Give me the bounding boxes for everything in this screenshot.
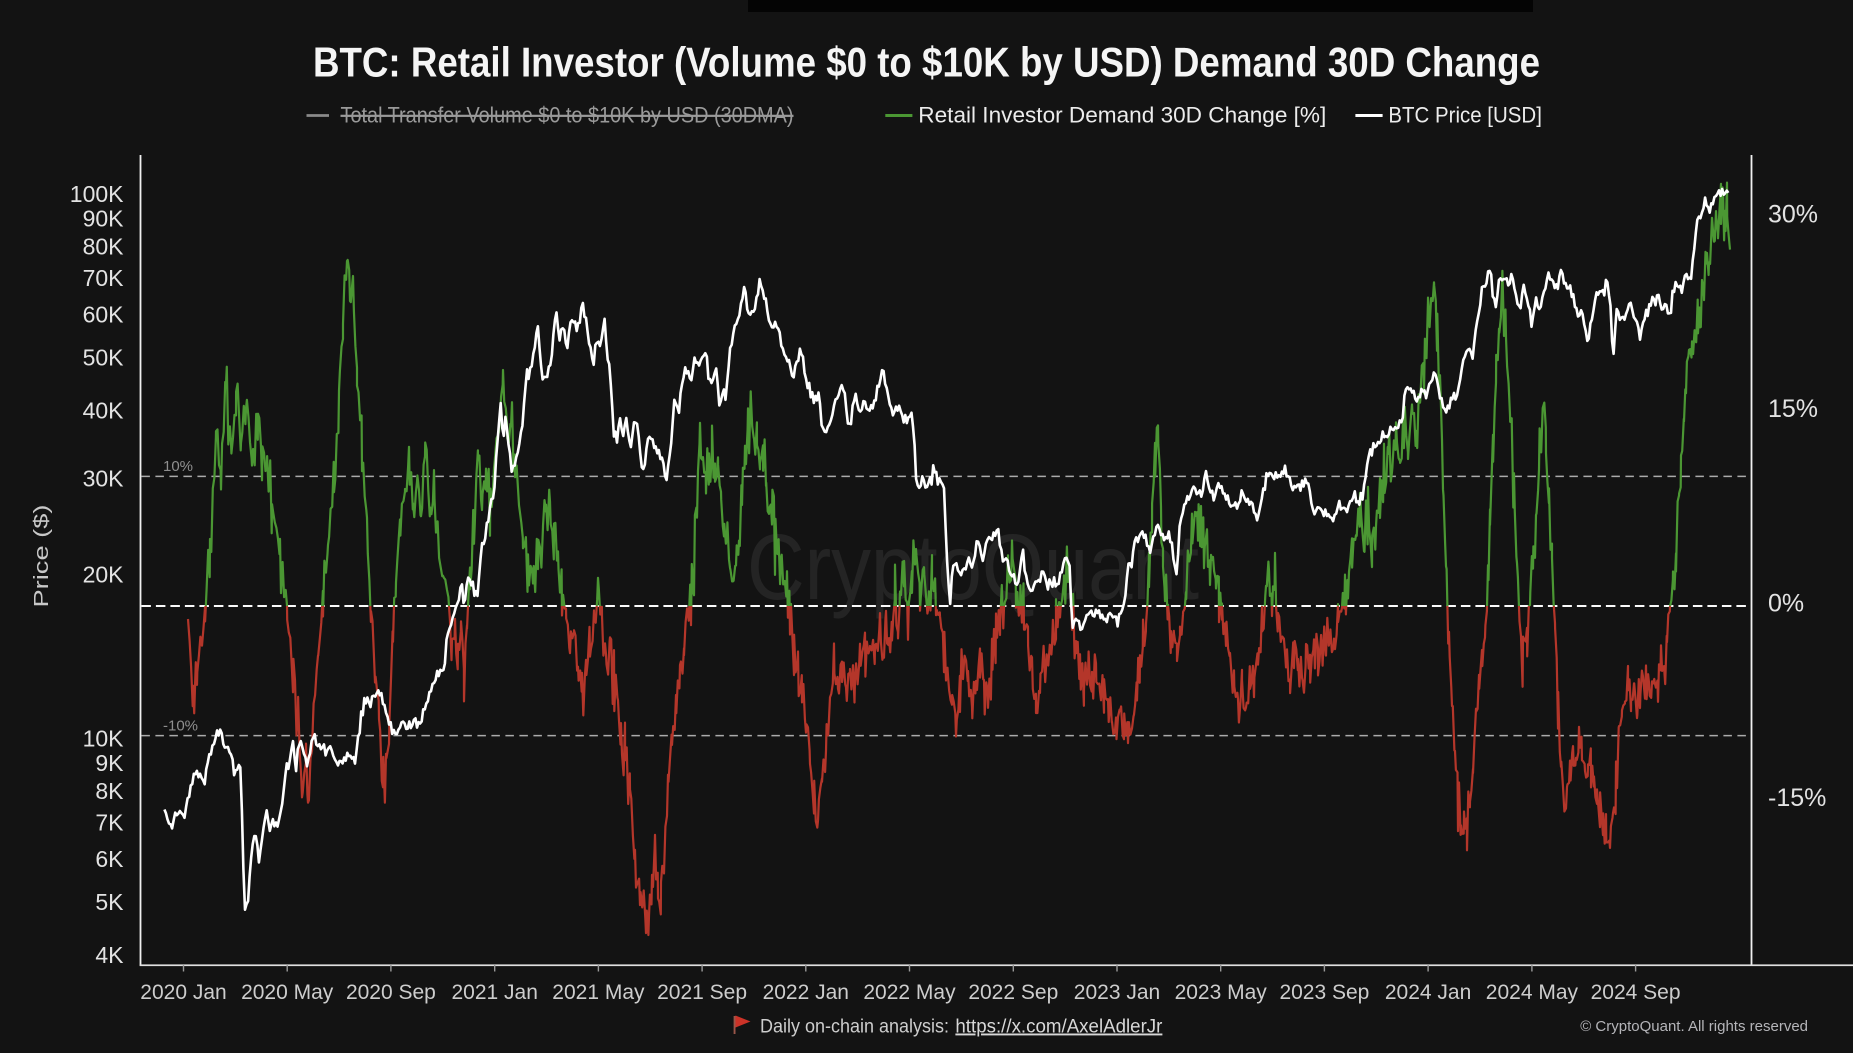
svg-text:4K: 4K bbox=[95, 942, 124, 968]
svg-text:15%: 15% bbox=[1768, 395, 1818, 423]
svg-text:10K: 10K bbox=[83, 725, 125, 751]
svg-text:2021 Sep: 2021 Sep bbox=[657, 981, 747, 1004]
svg-text:2023 Sep: 2023 Sep bbox=[1279, 981, 1369, 1004]
svg-text:80K: 80K bbox=[83, 234, 125, 260]
svg-text:0%: 0% bbox=[1768, 590, 1804, 618]
svg-text:2023 May: 2023 May bbox=[1175, 981, 1268, 1004]
svg-text:10%: 10% bbox=[163, 458, 193, 475]
svg-text:2023 Jan: 2023 Jan bbox=[1074, 981, 1160, 1004]
svg-text:Price ($): Price ($) bbox=[31, 505, 53, 608]
svg-text:30K: 30K bbox=[83, 466, 125, 492]
svg-text:Total Transfer Volume $0 to $1: Total Transfer Volume $0 to $10K by USD … bbox=[341, 103, 794, 128]
svg-text:Daily on-chain analysis:https:: Daily on-chain analysis: https://x.com/Ax… bbox=[760, 1017, 1163, 1038]
svg-text:5K: 5K bbox=[95, 889, 124, 915]
svg-text:50K: 50K bbox=[83, 345, 125, 371]
svg-text:60K: 60K bbox=[83, 302, 125, 328]
svg-text:20K: 20K bbox=[83, 561, 125, 587]
svg-text:40K: 40K bbox=[83, 397, 125, 423]
svg-text:90K: 90K bbox=[83, 206, 125, 232]
svg-text:-15%: -15% bbox=[1768, 784, 1826, 812]
svg-text:2022 May: 2022 May bbox=[863, 981, 956, 1004]
svg-text:6K: 6K bbox=[95, 846, 124, 872]
svg-text:-10%: -10% bbox=[163, 718, 198, 735]
svg-text:2021 Jan: 2021 Jan bbox=[451, 981, 537, 1004]
svg-text:2020 Sep: 2020 Sep bbox=[346, 981, 436, 1004]
svg-text:2020 May: 2020 May bbox=[241, 981, 334, 1004]
svg-text:2020 Jan: 2020 Jan bbox=[140, 981, 226, 1004]
svg-text:Retail Investor Demand 30D Cha: Retail Investor Demand 30D Change [%] bbox=[918, 103, 1326, 128]
svg-text:9K: 9K bbox=[95, 750, 124, 776]
svg-text:7K: 7K bbox=[95, 810, 124, 836]
svg-text:2024 Jan: 2024 Jan bbox=[1385, 981, 1471, 1004]
svg-text:BTC Price [USD]: BTC Price [USD] bbox=[1388, 103, 1542, 128]
svg-text:70K: 70K bbox=[83, 265, 125, 291]
svg-text:2021 May: 2021 May bbox=[552, 981, 645, 1004]
svg-text:2022 Jan: 2022 Jan bbox=[763, 981, 849, 1004]
svg-text:30%: 30% bbox=[1768, 201, 1818, 229]
svg-text:BTC: Retail Investor (Volume $: BTC: Retail Investor (Volume $0 to $10K … bbox=[313, 39, 1540, 86]
svg-text:2024 Sep: 2024 Sep bbox=[1591, 981, 1681, 1004]
svg-text:100K: 100K bbox=[70, 181, 124, 207]
svg-text:8K: 8K bbox=[95, 778, 124, 804]
svg-text:2022 Sep: 2022 Sep bbox=[968, 981, 1058, 1004]
svg-text:© CryptoQuant. All rights rese: © CryptoQuant. All rights reserved bbox=[1580, 1018, 1808, 1035]
svg-text:2024 May: 2024 May bbox=[1486, 981, 1579, 1004]
